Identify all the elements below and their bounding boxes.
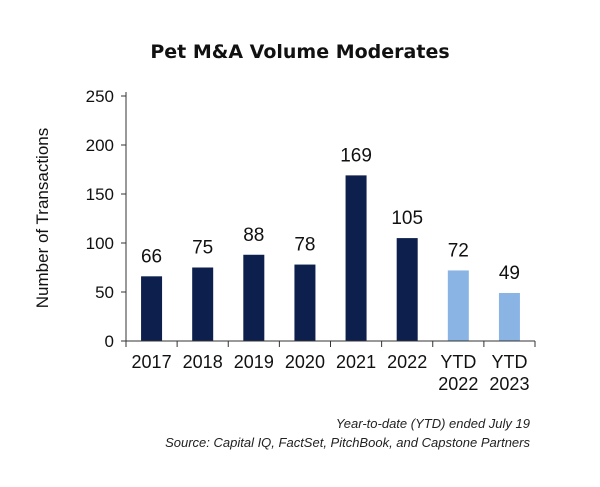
x-tick-label: 2020 (285, 352, 325, 372)
y-tick-label: 150 (86, 185, 114, 204)
data-label: 66 (141, 246, 162, 267)
bar (141, 276, 163, 341)
bar (294, 264, 316, 341)
data-label: 88 (243, 225, 264, 246)
bar (243, 254, 265, 341)
ytd-note: Year-to-date (YTD) ended July 19 (336, 416, 530, 431)
x-tick-label: 2019 (234, 352, 274, 372)
x-tick-label: YTD 2022 (438, 352, 478, 394)
y-tick-label: 100 (86, 234, 114, 253)
data-label: 75 (192, 238, 213, 259)
y-tick-label: 250 (86, 87, 114, 106)
y-tick-label: 200 (86, 136, 114, 155)
x-tick-label: 2021 (336, 352, 376, 372)
y-axis-ticks: 0 50 100 150 200 250 (86, 87, 126, 351)
source-note: Source: Capital IQ, FactSet, PitchBook, … (165, 435, 530, 450)
bar (345, 175, 367, 341)
y-tick-label: 50 (95, 283, 114, 302)
bar (192, 267, 214, 341)
data-label: 105 (391, 208, 423, 229)
bars (141, 175, 520, 341)
data-label: 78 (294, 235, 315, 256)
chart-title: Pet M&A Volume Moderates (150, 41, 449, 63)
bar (498, 292, 520, 341)
x-tick-label: 2017 (132, 352, 172, 372)
bar (447, 270, 469, 341)
x-axis-ticks: 2017 2018 2019 2020 2021 2022 YTD 2022 YTD 2023 (132, 352, 530, 394)
bar (396, 238, 418, 341)
axes (125, 92, 536, 347)
y-tick-label: 0 (105, 332, 114, 351)
data-labels: 66 75 88 78 169 105 72 49 (141, 145, 520, 284)
data-label: 72 (448, 240, 469, 261)
data-label: 169 (340, 145, 372, 166)
x-tick-label: 2022 (387, 352, 427, 372)
x-tick-label: 2018 (183, 352, 223, 372)
data-label: 49 (499, 263, 520, 284)
x-tick-label: YTD 2023 (489, 352, 529, 394)
y-axis-label: Number of Transactions (33, 128, 52, 308)
